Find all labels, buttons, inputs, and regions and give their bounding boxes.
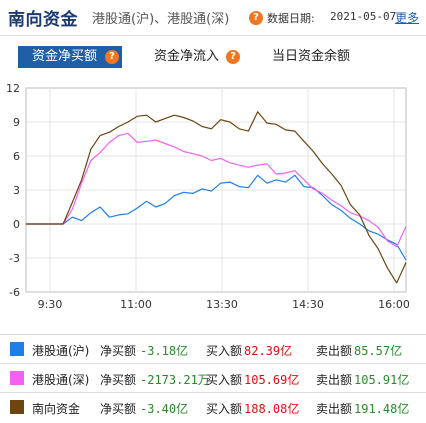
- sell-value: 191.48亿: [354, 402, 410, 416]
- legend-series-name: 港股通(深): [32, 373, 90, 387]
- more-link[interactable]: 更多: [395, 11, 420, 25]
- x-tick-label: 16:00: [378, 298, 410, 311]
- buy-label: 买入额: [206, 373, 243, 387]
- date-label: 数据日期:: [267, 12, 315, 25]
- tab-label: 当日资金余额: [272, 49, 351, 64]
- net-buy-value: -3.18亿: [140, 344, 189, 358]
- series-lines: [26, 111, 407, 284]
- help-icon[interactable]: ?: [105, 50, 119, 64]
- net-buy-chart: 12 9 6 3 0 -3 -6 9:30 11:00 13:30 14:30 16:00: [0, 76, 426, 316]
- date-value: 2021-05-07: [330, 10, 397, 23]
- y-tick-label: -3: [9, 252, 20, 265]
- legend-row-sz: 港股通(深) 净买额 -2173.21万 买入额 105.69亿 卖出额 105…: [0, 363, 426, 391]
- buy-value: 105.69亿: [244, 373, 300, 387]
- legend-table: 港股通(沪) 净买额 -3.18亿 买入额 82.39亿 卖出额 85.57亿 …: [0, 334, 426, 423]
- y-tick-label: 12: [6, 82, 20, 95]
- x-tick-label: 13:30: [206, 298, 238, 311]
- legend-swatch: [10, 371, 24, 385]
- y-tick-label: 3: [13, 184, 20, 197]
- legend-swatch: [10, 400, 24, 414]
- x-tick-label: 14:30: [292, 298, 324, 311]
- buy-value: 82.39亿: [244, 344, 293, 358]
- axis-labels: 12 9 6 3 0 -3 -6 9:30 11:00 13:30 14:30 16:00: [6, 82, 410, 311]
- tab-net-buy[interactable]: 资金净买额 ?: [18, 46, 122, 68]
- y-tick-label: 6: [13, 150, 20, 163]
- page-title: 南向资金: [8, 10, 78, 30]
- page-subtitle: 港股通(沪)、港股通(深): [92, 12, 230, 27]
- x-tick-label: 9:30: [38, 298, 63, 311]
- net-buy-label: 净买额: [100, 373, 137, 387]
- help-icon[interactable]: ?: [226, 50, 240, 64]
- legend-swatch: [10, 342, 24, 356]
- net-buy-value: -3.40亿: [140, 402, 189, 416]
- series-line: [26, 174, 407, 261]
- sell-label: 卖出额: [316, 344, 353, 358]
- net-buy-label: 净买额: [100, 344, 137, 358]
- sell-label: 卖出额: [316, 402, 353, 416]
- header-bar: 南向资金 港股通(沪)、港股通(深) ? 数据日期: 2021-05-07 更多: [0, 0, 426, 36]
- tab-label: 资金净流入: [154, 49, 220, 64]
- legend-row-sh: 港股通(沪) 净买额 -3.18亿 买入额 82.39亿 卖出额 85.57亿: [0, 334, 426, 362]
- help-icon[interactable]: ?: [249, 11, 263, 25]
- grid-lines: [25, 87, 407, 293]
- legend-series-name: 港股通(沪): [32, 344, 90, 358]
- legend-row-total: 南向资金 净买额 -3.40亿 买入额 188.08亿 卖出额 191.48亿: [0, 392, 426, 420]
- tab-daily-balance[interactable]: 当日资金余额: [272, 46, 372, 68]
- y-tick-label: 0: [13, 218, 20, 231]
- tab-bar: 资金净买额 ? 资金净流入 ? 当日资金余额: [0, 46, 426, 68]
- sell-label: 卖出额: [316, 373, 353, 387]
- y-tick-label: -6: [9, 286, 20, 299]
- series-line: [26, 111, 407, 284]
- x-tick-label: 11:00: [120, 298, 152, 311]
- tab-net-inflow[interactable]: 资金净流入 ?: [154, 46, 254, 68]
- net-buy-label: 净买额: [100, 402, 137, 416]
- sell-value: 85.57亿: [354, 344, 403, 358]
- series-line: [26, 132, 407, 248]
- buy-label: 买入额: [206, 402, 243, 416]
- y-tick-label: 9: [13, 116, 20, 129]
- legend-series-name: 南向资金: [32, 402, 81, 416]
- line-chart: 12 9 6 3 0 -3 -6 9:30 11:00 13:30 14:30 16:00: [6, 82, 410, 311]
- buy-label: 买入额: [206, 344, 243, 358]
- net-buy-value: -2173.21万: [140, 373, 210, 387]
- sell-value: 105.91亿: [354, 373, 410, 387]
- buy-value: 188.08亿: [244, 402, 300, 416]
- tab-label: 资金净买额: [32, 49, 98, 64]
